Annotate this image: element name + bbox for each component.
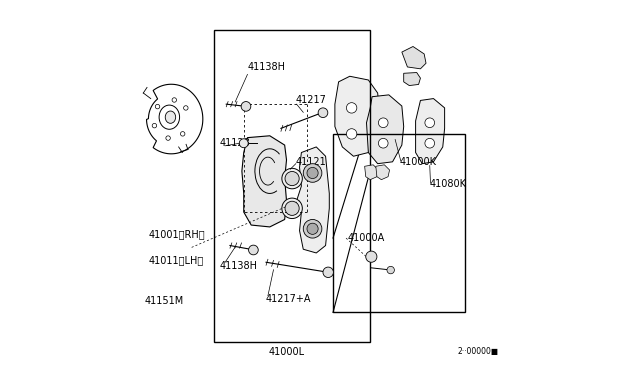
- Polygon shape: [242, 136, 287, 227]
- Text: 2··00000■: 2··00000■: [458, 347, 499, 356]
- Text: 41128: 41128: [220, 138, 250, 148]
- Circle shape: [346, 103, 357, 113]
- Text: 41121: 41121: [296, 157, 326, 167]
- Polygon shape: [415, 99, 445, 164]
- Circle shape: [172, 98, 177, 102]
- Circle shape: [307, 167, 318, 179]
- Polygon shape: [402, 46, 426, 69]
- Polygon shape: [367, 95, 404, 164]
- Text: 41151M: 41151M: [144, 296, 184, 306]
- Circle shape: [318, 108, 328, 118]
- Circle shape: [303, 164, 322, 182]
- Text: 41000L: 41000L: [268, 347, 305, 356]
- Circle shape: [180, 132, 185, 136]
- Circle shape: [303, 219, 322, 238]
- Circle shape: [156, 105, 160, 109]
- Polygon shape: [335, 76, 380, 156]
- Polygon shape: [376, 165, 390, 180]
- Circle shape: [425, 118, 435, 128]
- Circle shape: [378, 118, 388, 128]
- Bar: [214, 30, 370, 342]
- Ellipse shape: [282, 198, 302, 219]
- Polygon shape: [404, 73, 420, 86]
- Circle shape: [184, 106, 188, 110]
- Circle shape: [239, 139, 248, 148]
- Bar: [333, 134, 465, 312]
- Text: 41217: 41217: [296, 96, 326, 105]
- Text: 41080K: 41080K: [429, 179, 467, 189]
- Text: 41000A: 41000A: [348, 233, 385, 243]
- Ellipse shape: [285, 171, 299, 186]
- Circle shape: [241, 102, 251, 111]
- Circle shape: [323, 267, 333, 278]
- Ellipse shape: [282, 168, 302, 189]
- Text: 41138H: 41138H: [248, 62, 285, 72]
- Text: 41000K: 41000K: [400, 157, 437, 167]
- Circle shape: [166, 136, 170, 140]
- Ellipse shape: [285, 201, 299, 215]
- Circle shape: [425, 138, 435, 148]
- Circle shape: [365, 251, 377, 262]
- Circle shape: [152, 124, 157, 128]
- Text: 41217+A: 41217+A: [266, 295, 312, 304]
- Circle shape: [387, 266, 394, 274]
- Circle shape: [307, 223, 318, 234]
- Text: 41001〈RH〉: 41001〈RH〉: [149, 230, 205, 239]
- Text: 41011〈LH〉: 41011〈LH〉: [149, 256, 204, 265]
- Circle shape: [378, 138, 388, 148]
- Circle shape: [346, 129, 357, 139]
- Ellipse shape: [165, 111, 175, 124]
- Circle shape: [248, 245, 259, 255]
- Polygon shape: [296, 147, 330, 253]
- Text: 41138H: 41138H: [220, 261, 257, 271]
- Polygon shape: [365, 165, 378, 180]
